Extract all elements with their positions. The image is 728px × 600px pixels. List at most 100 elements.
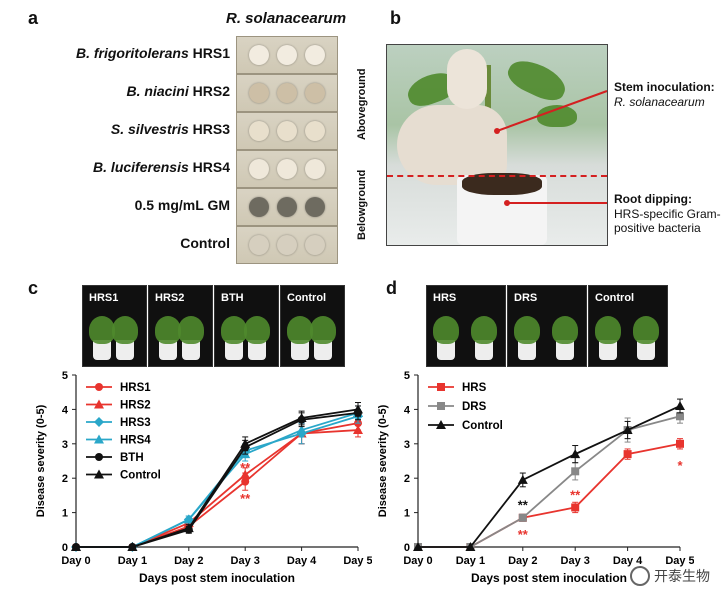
plant-foliage xyxy=(178,316,204,344)
y-tick-label: 3 xyxy=(404,439,410,451)
significance-mark: * xyxy=(677,458,683,473)
plant-foliage xyxy=(552,316,578,344)
colony-spot xyxy=(277,45,297,65)
plant-pot xyxy=(182,340,200,360)
x-tick-label: Day 1 xyxy=(456,555,485,567)
data-point xyxy=(94,469,104,479)
strain-genus: B. luciferensis xyxy=(93,159,189,175)
legend-label: HRS3 xyxy=(120,417,151,429)
plant-pot xyxy=(437,340,455,360)
strain-genus: S. silvestris xyxy=(110,121,189,137)
colony-spot xyxy=(305,45,325,65)
plant-foliage xyxy=(595,316,621,344)
x-axis-label: Days post stem inoculation xyxy=(471,571,627,585)
colony-spot xyxy=(277,197,297,217)
data-point xyxy=(571,503,580,512)
plant-photo-label: Control xyxy=(595,292,635,304)
plant-foliage xyxy=(112,316,138,344)
x-tick-label: Day 5 xyxy=(665,555,694,567)
plant-foliage xyxy=(89,316,115,344)
series-line xyxy=(76,415,359,548)
legend-label: HRS1 xyxy=(120,382,151,394)
plate-strip xyxy=(236,74,338,112)
colony-spot xyxy=(249,159,269,179)
strain-label: B. niacini HRS2 xyxy=(55,83,230,99)
photo-soil xyxy=(462,173,542,195)
watermark: 开泰生物 xyxy=(630,566,710,586)
y-tick-label: 0 xyxy=(62,542,68,554)
data-point xyxy=(296,413,307,422)
legend-label: DRS xyxy=(462,401,487,413)
legend-label: HRS xyxy=(462,382,487,394)
data-point xyxy=(517,474,528,484)
data-point xyxy=(183,523,194,533)
colony-spot xyxy=(305,235,325,255)
strain-code: 0.5 mg/mL GM xyxy=(134,197,230,213)
panel-c-chart: 0 1 2 3 4 5 Day 0 Day 1 Day 2 Day 3 Day 4 Day 5 Days… xyxy=(35,370,372,585)
strain-genus: B. frigoritolerans xyxy=(75,45,189,61)
data-point xyxy=(675,400,685,410)
plant-photo: HRS xyxy=(426,285,506,367)
y-axis-label: Disease severity (0-5) xyxy=(377,404,389,517)
plant-foliage xyxy=(310,316,336,344)
plant-pot xyxy=(116,340,134,360)
plant-foliage xyxy=(221,316,247,344)
plant-pot xyxy=(291,340,309,360)
plant-pot xyxy=(248,340,266,360)
legend-label: Control xyxy=(462,420,503,432)
strain-code: HRS4 xyxy=(192,159,230,175)
data-point xyxy=(95,453,103,461)
data-point xyxy=(437,383,445,391)
strain-label: Control xyxy=(55,235,230,251)
significance-mark: ** xyxy=(518,527,529,542)
strain-label: B. frigoritolerans HRS1 xyxy=(55,45,230,61)
y-tick-label: 5 xyxy=(404,370,410,382)
strain-code: Control xyxy=(180,235,230,251)
panel-d-chart: 0 1 2 3 4 5 Day 0 Day 1 Day 2 Day 3 Day 4 Day 5 Days… xyxy=(377,370,694,585)
colony-spot xyxy=(277,159,297,179)
data-point xyxy=(94,434,104,444)
data-point xyxy=(94,417,104,427)
data-point xyxy=(465,542,476,551)
data-point xyxy=(676,439,684,448)
plant-photo-label: DRS xyxy=(514,292,538,304)
colony-spot xyxy=(277,235,297,255)
annotation-arrows xyxy=(494,90,607,206)
wechat-icon xyxy=(630,566,650,586)
plant-foliage xyxy=(244,316,270,344)
plate-strip xyxy=(236,188,338,226)
data-point xyxy=(623,450,632,459)
inoculation-photo xyxy=(386,44,608,246)
x-tick-label: Day 3 xyxy=(561,555,590,567)
x-tick-label: Day 3 xyxy=(231,555,260,567)
stem-inoculation-sub: R. solanacearum xyxy=(614,95,705,109)
plant-photo: DRS xyxy=(507,285,587,367)
legend-label: HRS2 xyxy=(120,400,151,412)
data-point xyxy=(518,513,527,522)
strain-code: HRS2 xyxy=(192,83,230,99)
strain-label: B. luciferensis HRS4 xyxy=(55,159,230,175)
strain-code: HRS1 xyxy=(192,45,230,61)
plant-photo-label: HRS2 xyxy=(155,292,185,304)
x-tick-label: Day 4 xyxy=(287,555,317,567)
colony-spot xyxy=(249,235,269,255)
x-axis-label: Days post stem inoculation xyxy=(139,571,295,585)
data-point xyxy=(240,438,251,448)
data-point xyxy=(71,542,81,551)
plant-foliage xyxy=(287,316,313,344)
series-line xyxy=(418,415,681,548)
plant-pot xyxy=(314,340,332,360)
strain-label: S. silvestris HRS3 xyxy=(55,121,230,137)
plant-photo-label: BTH xyxy=(221,292,244,304)
x-tick-label: Day 5 xyxy=(343,555,372,567)
series-line xyxy=(418,405,681,548)
plate-strip xyxy=(236,226,338,264)
colony-spot xyxy=(305,197,325,217)
legend-label: HRS4 xyxy=(120,435,151,447)
watermark-text: 开泰生物 xyxy=(654,568,710,584)
plant-foliage xyxy=(514,316,540,344)
ground-divider xyxy=(387,175,607,177)
photo-glove xyxy=(447,49,487,109)
plant-pot xyxy=(475,340,493,360)
x-tick-label: Day 0 xyxy=(403,555,432,567)
